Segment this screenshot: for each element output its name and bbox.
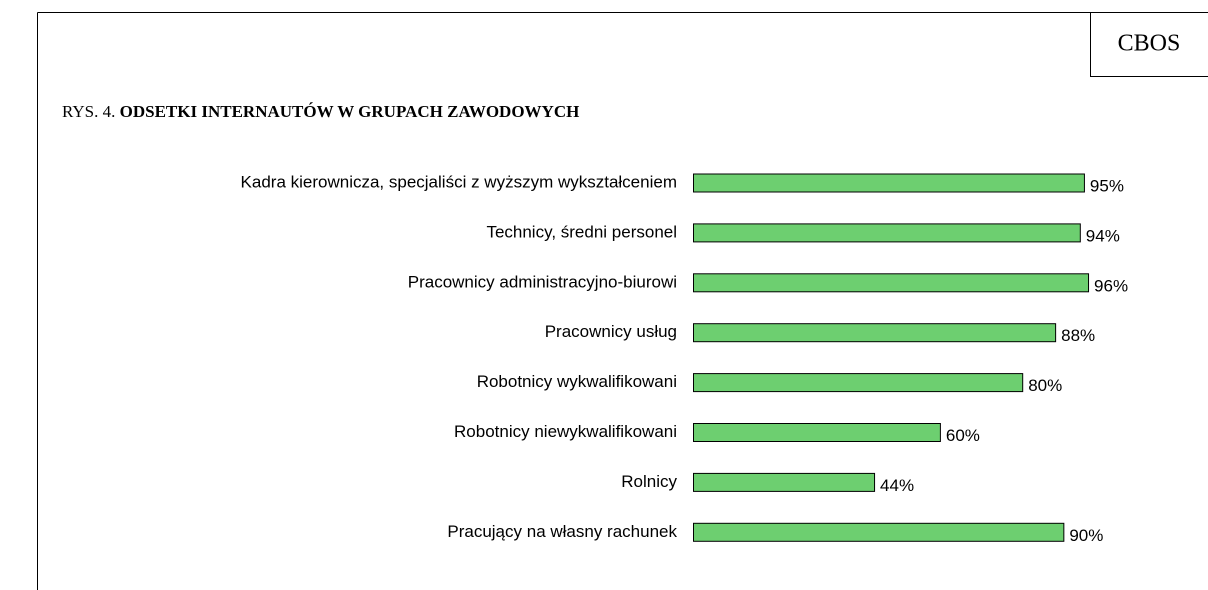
value-label: 90%	[1069, 526, 1103, 545]
bar	[693, 223, 1081, 243]
bar	[693, 273, 1090, 293]
title-prefix: RYS. 4.	[62, 102, 115, 121]
value-label: 95%	[1090, 176, 1124, 195]
category-label: Rolnicy	[621, 472, 677, 491]
value-label: 88%	[1061, 326, 1095, 345]
category-label: Pracownicy usług	[545, 322, 677, 341]
badge: CBOS	[1118, 31, 1181, 57]
title-main: ODSETKI INTERNAUTÓW W GRUPACH ZAWODOWYCH	[120, 102, 580, 121]
bar	[693, 323, 1057, 343]
bar	[693, 423, 941, 442]
category-label: Robotnicy niewykwalifikowani	[454, 422, 677, 441]
category-label: Kadra kierownicza, specjaliści z wyższym…	[241, 172, 677, 191]
category-label: Technicy, średni personel	[486, 222, 677, 241]
bar	[693, 173, 1085, 193]
value-label: 94%	[1086, 226, 1120, 245]
category-label: Pracownicy administracyjno-biurowi	[408, 272, 677, 291]
category-label: Robotnicy wykwalifikowani	[477, 372, 677, 391]
category-label: Pracujący na własny rachunek	[447, 522, 677, 541]
bar	[693, 373, 1024, 393]
value-label: 60%	[946, 426, 980, 445]
bar	[693, 472, 876, 492]
value-label: 44%	[880, 476, 914, 495]
bar	[693, 522, 1065, 542]
value-label: 96%	[1094, 276, 1128, 295]
value-label: 80%	[1028, 376, 1062, 395]
chart-title: RYS. 4. ODSETKI INTERNAUTÓW W GRUPACH ZA…	[62, 102, 579, 121]
badge-box	[1090, 12, 1208, 77]
